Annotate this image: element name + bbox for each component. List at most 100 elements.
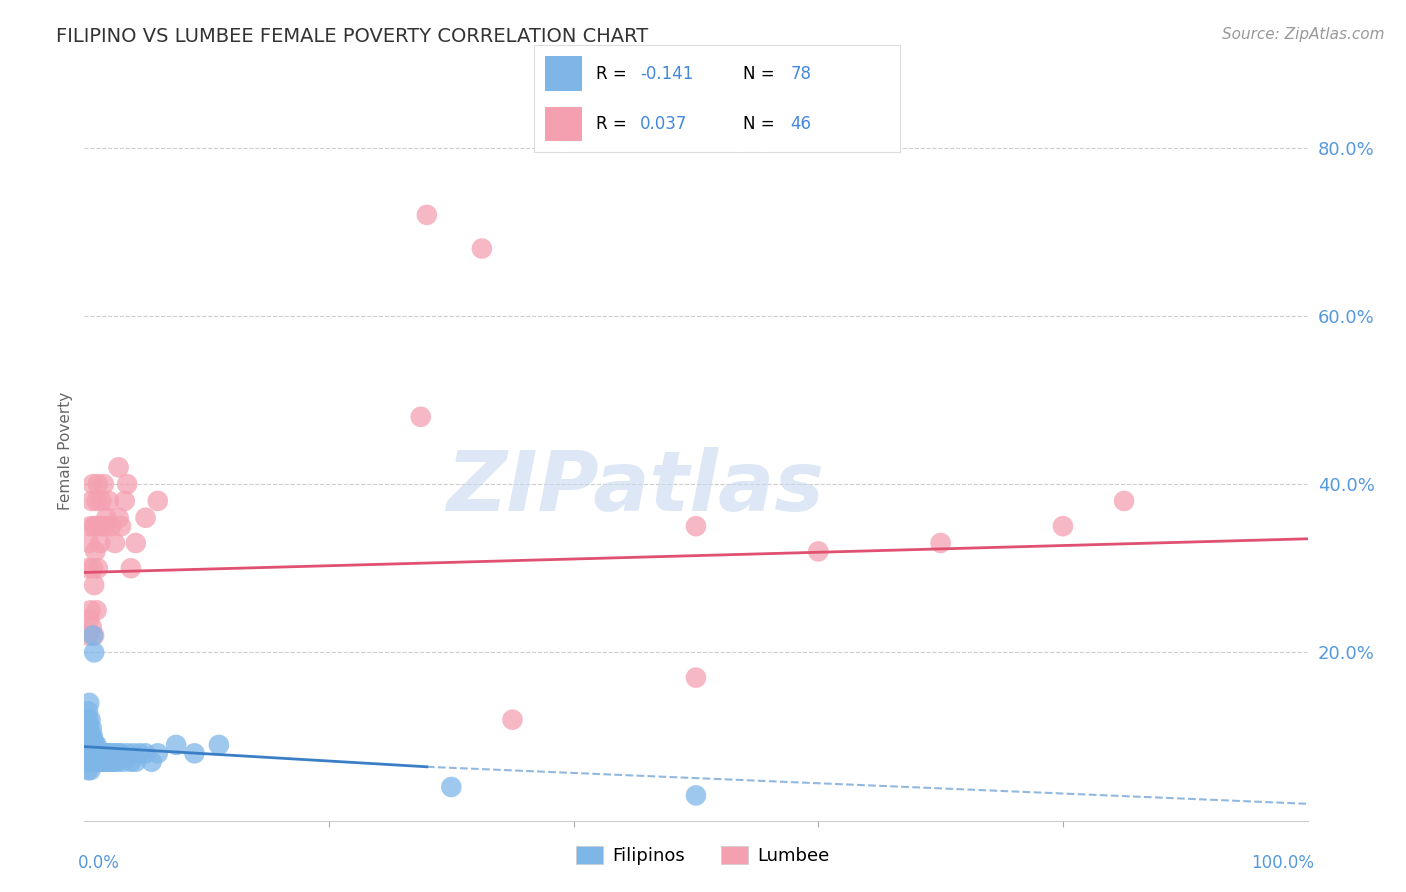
Point — [79, 763, 101, 777]
Point — [685, 671, 707, 685]
Point — [77, 561, 100, 575]
Point — [107, 510, 129, 524]
Point — [416, 208, 439, 222]
Point — [86, 603, 108, 617]
FancyBboxPatch shape — [546, 107, 582, 141]
Point — [97, 494, 120, 508]
Point — [104, 536, 127, 550]
Point — [125, 536, 148, 550]
Point — [77, 536, 100, 550]
Point — [83, 628, 105, 642]
Point — [409, 409, 432, 424]
Point — [1052, 519, 1074, 533]
Point — [84, 519, 107, 533]
Point — [79, 747, 101, 761]
Point — [114, 494, 136, 508]
Point — [76, 730, 98, 744]
Point — [100, 747, 122, 761]
Point — [94, 519, 117, 533]
Point — [97, 755, 120, 769]
Point — [82, 738, 104, 752]
Point — [125, 755, 148, 769]
Point — [80, 721, 103, 735]
Point — [112, 755, 135, 769]
Point — [94, 747, 117, 761]
Text: 78: 78 — [790, 64, 811, 82]
Point — [86, 755, 108, 769]
Point — [86, 747, 108, 761]
Point — [107, 747, 129, 761]
Point — [77, 704, 100, 718]
Point — [82, 755, 104, 769]
Point — [93, 477, 115, 491]
Point — [146, 494, 169, 508]
Point — [90, 747, 112, 761]
Point — [80, 747, 103, 761]
Point — [76, 747, 98, 761]
Point — [84, 544, 107, 558]
Point — [77, 730, 100, 744]
Text: 0.0%: 0.0% — [79, 854, 120, 872]
Point — [87, 747, 110, 761]
Point — [105, 747, 128, 761]
Point — [128, 747, 150, 761]
Point — [87, 561, 110, 575]
Point — [110, 747, 132, 761]
Point — [120, 755, 142, 769]
Point — [91, 747, 114, 761]
Point — [107, 460, 129, 475]
Point — [84, 755, 107, 769]
Point — [80, 620, 103, 634]
Point — [105, 755, 128, 769]
Point — [1114, 494, 1136, 508]
Point — [929, 536, 952, 550]
Point — [141, 755, 163, 769]
Point — [440, 780, 463, 794]
Point — [89, 747, 111, 761]
Point — [80, 738, 103, 752]
Point — [82, 561, 104, 575]
Point — [93, 755, 115, 769]
Point — [82, 628, 104, 642]
Point — [84, 747, 107, 761]
Text: Source: ZipAtlas.com: Source: ZipAtlas.com — [1222, 27, 1385, 42]
Point — [101, 755, 124, 769]
Point — [83, 755, 105, 769]
Point — [77, 628, 100, 642]
Point — [91, 519, 114, 533]
Text: -0.141: -0.141 — [640, 64, 693, 82]
Point — [83, 645, 105, 659]
Point — [83, 738, 105, 752]
Legend: Filipinos, Lumbee: Filipinos, Lumbee — [567, 837, 839, 874]
Point — [83, 578, 105, 592]
Point — [122, 747, 145, 761]
Point — [79, 603, 101, 617]
Point — [84, 738, 107, 752]
Point — [77, 763, 100, 777]
Text: FILIPINO VS LUMBEE FEMALE POVERTY CORRELATION CHART: FILIPINO VS LUMBEE FEMALE POVERTY CORREL… — [56, 27, 648, 45]
Point — [103, 747, 125, 761]
Text: N =: N = — [742, 64, 779, 82]
Point — [90, 755, 112, 769]
Point — [91, 755, 114, 769]
Point — [80, 494, 103, 508]
Text: R =: R = — [596, 64, 633, 82]
Point — [96, 755, 118, 769]
Point — [79, 519, 101, 533]
Point — [79, 713, 101, 727]
Point — [87, 755, 110, 769]
Point — [77, 612, 100, 626]
Point — [77, 755, 100, 769]
Point — [183, 747, 205, 761]
Point — [89, 755, 111, 769]
Point — [165, 738, 187, 752]
Point — [77, 755, 100, 769]
Point — [82, 477, 104, 491]
Point — [685, 789, 707, 803]
Point — [115, 747, 138, 761]
Text: 46: 46 — [790, 115, 811, 133]
Point — [110, 519, 132, 533]
Point — [80, 730, 103, 744]
Point — [89, 536, 111, 550]
Point — [96, 510, 118, 524]
